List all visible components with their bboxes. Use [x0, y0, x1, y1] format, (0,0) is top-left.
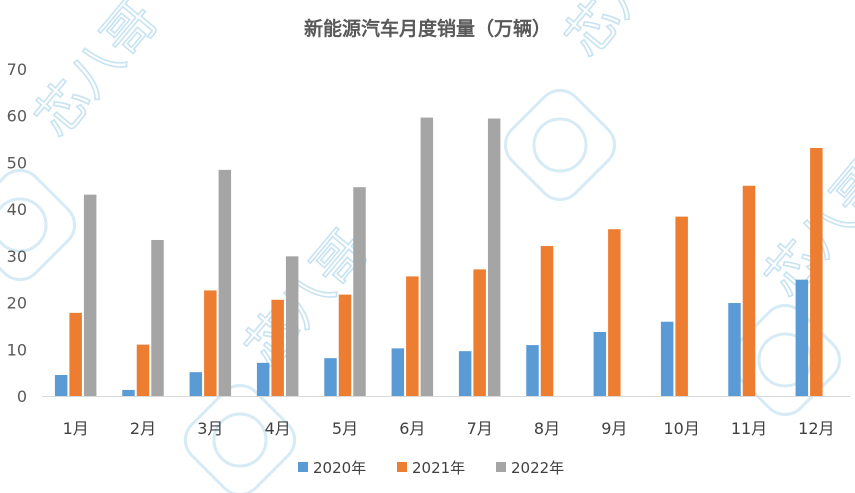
bar — [271, 299, 284, 396]
bar — [324, 358, 337, 396]
x-tick-label: 4月 — [265, 419, 291, 438]
bar — [406, 276, 419, 396]
bar — [69, 312, 82, 396]
legend-label: 2022年 — [511, 459, 564, 477]
x-tick-label: 9月 — [601, 419, 627, 438]
y-tick-label: 30 — [7, 247, 27, 266]
x-tick-label: 12月 — [798, 419, 834, 438]
bar — [136, 344, 150, 396]
bar — [795, 279, 809, 396]
bar — [285, 256, 299, 396]
bars-layer — [54, 117, 823, 396]
legend-item: 2020年 — [298, 459, 366, 477]
x-tick-label: 7月 — [467, 419, 493, 438]
bar — [218, 169, 232, 396]
chart-title: 新能源汽车月度销量（万辆） — [303, 18, 551, 40]
bird-logo-icon — [183, 383, 297, 493]
bar — [526, 345, 539, 396]
legend-label: 2021年 — [412, 459, 465, 477]
y-tick-label: 70 — [7, 60, 27, 79]
bar — [54, 374, 68, 396]
legend-item: 2022年 — [496, 459, 564, 477]
watermark: 芯八哥 — [23, 0, 171, 149]
bar — [151, 239, 164, 396]
bar — [420, 117, 434, 396]
x-tick-label: 5月 — [332, 419, 358, 438]
x-tick-label: 10月 — [663, 419, 699, 438]
bar — [593, 332, 607, 396]
bar — [83, 194, 97, 396]
bar — [353, 187, 366, 396]
bar — [660, 321, 674, 396]
bar — [810, 147, 823, 396]
x-tick-label: 3月 — [197, 419, 223, 438]
y-tick-label: 0 — [17, 387, 27, 406]
y-tick-label: 10 — [7, 340, 27, 359]
bar — [742, 185, 756, 396]
y-tick-label: 40 — [7, 200, 27, 219]
x-tick-label: 8月 — [534, 419, 560, 438]
axis-layer: 0 10 20 30 40 50 60 70 — [7, 60, 850, 406]
legend-swatch — [397, 462, 407, 472]
watermark-text: 芯八哥 — [554, 0, 700, 68]
bar — [256, 362, 270, 396]
bar — [608, 229, 621, 396]
bar — [204, 290, 217, 396]
bar — [122, 389, 135, 396]
x-tick-label: 6月 — [399, 419, 425, 438]
bar — [391, 348, 405, 396]
bar — [189, 372, 203, 396]
watermark-text: 芯八哥 — [24, 0, 170, 148]
bar — [487, 118, 501, 396]
bar — [338, 294, 352, 396]
x-tick-label: 2月 — [130, 419, 156, 438]
legend-swatch — [496, 462, 506, 472]
bar — [675, 216, 688, 396]
legend-swatch — [298, 462, 308, 472]
bar — [728, 303, 741, 396]
bar — [540, 246, 554, 396]
bar — [473, 269, 486, 396]
watermark: 芯八哥 — [553, 0, 701, 69]
y-tick-label: 20 — [7, 294, 27, 313]
legend-label: 2020年 — [313, 459, 366, 477]
bird-logo-icon — [503, 88, 617, 202]
labels-layer: 1月 2月 3月 4月 5月 6月 7月 8月 9月 10月 11月 12月 — [63, 419, 835, 438]
legend-item: 2021年 — [397, 459, 465, 477]
y-tick-label: 60 — [7, 107, 27, 126]
y-tick-label: 50 — [7, 153, 27, 172]
bird-logo-icon — [0, 168, 77, 282]
bar — [458, 351, 472, 396]
legend: 2020年 2021年 2022年 — [298, 459, 564, 477]
x-tick-label: 11月 — [731, 419, 767, 438]
x-tick-label: 1月 — [63, 419, 89, 438]
